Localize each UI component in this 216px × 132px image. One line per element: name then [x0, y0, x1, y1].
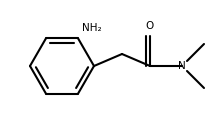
Text: O: O	[146, 21, 154, 31]
Text: N: N	[178, 61, 186, 71]
Text: NH₂: NH₂	[82, 23, 102, 33]
